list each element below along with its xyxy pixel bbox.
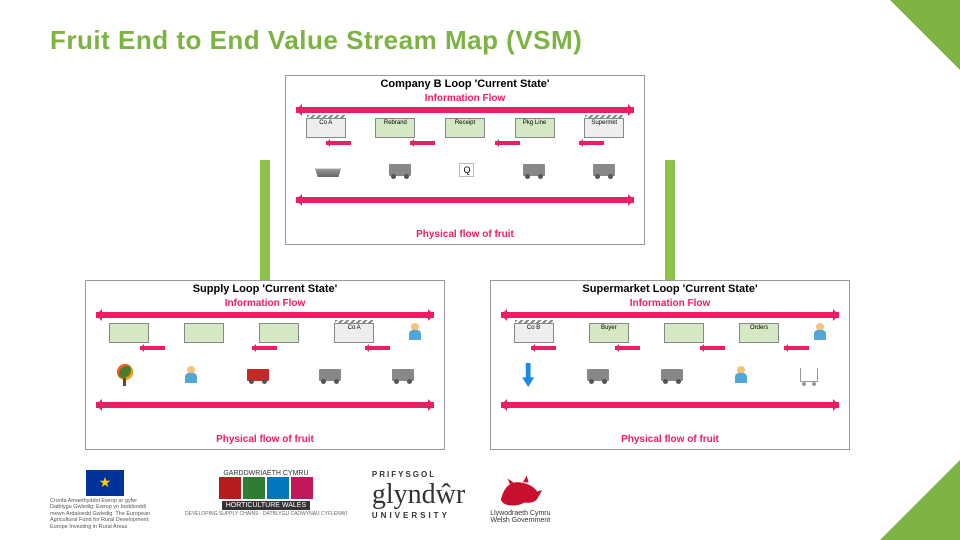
box-node: Supermkt [584,118,624,138]
panel-company-b: Company B Loop 'Current State' Informati… [285,75,645,245]
glyn-top: PRIFYSGOL [372,470,436,479]
truck-icon [319,369,341,381]
mid-row [491,350,849,400]
wg-cy: Llywodraeth Cymru [490,510,550,517]
panel-title: Supermarket Loop 'Current State' [491,281,849,297]
phys-flow-label: Physical flow of fruit [491,434,849,445]
phys-flow-label: Physical flow of fruit [286,229,644,240]
box-node: Receipt [445,118,485,138]
panel-supply: Supply Loop 'Current State' Information … [85,280,445,450]
panel-title: Company B Loop 'Current State' [286,76,644,92]
horticulture-logo: GARDDWRIAETH CYMRU HORTICULTURE WALES DE… [185,470,347,517]
box-node: Pkg Line [515,118,555,138]
eu-logo: ★ Cronfa Amaethyddol Ewrop ar gyfer Datb… [50,470,160,531]
truck-icon [593,164,615,176]
info-flow-label: Information Flow [86,297,444,310]
wg-en: Welsh Government [490,517,550,524]
truck-icon [523,164,545,176]
phys-flow-arrow [501,402,839,408]
truck-icon [392,369,414,381]
info-flow-arrow [296,107,634,113]
glyndwr-logo: PRIFYSGOL glyndŵr UNIVERSITY [372,470,465,520]
phys-flow-arrow [96,402,434,408]
ship-icon [315,163,341,177]
box-node [184,323,224,343]
info-flow-arrow [501,312,839,318]
box-node: Buyer [589,323,629,343]
page-title: Fruit End to End Value Stream Map (VSM) [50,25,582,56]
tractor-icon [247,369,269,381]
eu-tagline: Cronfa Amaethyddol Ewrop ar gyfer Datbly… [50,498,160,531]
cart-icon [800,368,818,382]
top-boxes: Co B Buyer Orders [491,320,849,346]
person-icon [409,323,421,341]
box-node: Co B [514,323,554,343]
info-flow-arrow [96,312,434,318]
top-boxes: Co A Rebrand Receipt Pkg Line Supermkt [286,115,644,141]
footer-logos: ★ Cronfa Amaethyddol Ewrop ar gyfer Datb… [50,470,840,531]
phys-flow-arrow [296,197,634,203]
person-icon [814,323,826,341]
box-node: Co A [334,323,374,343]
hort-top-label: GARDDWRIAETH CYMRU [223,470,308,477]
phys-flow-label: Physical flow of fruit [86,434,444,445]
info-flow-label: Information Flow [491,297,849,310]
glyn-bottom: UNIVERSITY [372,511,450,520]
q-icon: Q [459,163,474,177]
truck-icon [661,369,683,381]
box-node: Rebrand [375,118,415,138]
hort-bottom-label: HORTICULTURE WALES [222,501,310,510]
box-node: Orders [739,323,779,343]
box-node [109,323,149,343]
truck-icon [389,164,411,176]
top-boxes: Co A [86,320,444,346]
glyn-name: glyndŵr [372,479,465,511]
box-node: Co A [306,118,346,138]
dragon-icon [496,470,544,510]
truck-icon [587,369,609,381]
hort-squares [219,477,313,499]
corner-decor-bottom [880,460,960,540]
box-node [664,323,704,343]
person-icon [185,366,197,384]
box-node [259,323,299,343]
welsh-gov-logo: Llywodraeth Cymru Welsh Government [490,470,550,524]
hort-sub: DEVELOPING SUPPLY CHAINS · DATBLYGU CADW… [185,511,347,517]
corner-decor-top [890,0,960,70]
tree-icon [116,364,134,386]
mid-row [86,350,444,400]
mid-row: Q [286,145,644,195]
info-flow-label: Information Flow [286,92,644,105]
panel-supermarket: Supermarket Loop 'Current State' Informa… [490,280,850,450]
person-icon [735,366,747,384]
eu-flag-icon: ★ [86,470,124,496]
panel-title: Supply Loop 'Current State' [86,281,444,297]
down-arrow-icon [522,363,534,387]
